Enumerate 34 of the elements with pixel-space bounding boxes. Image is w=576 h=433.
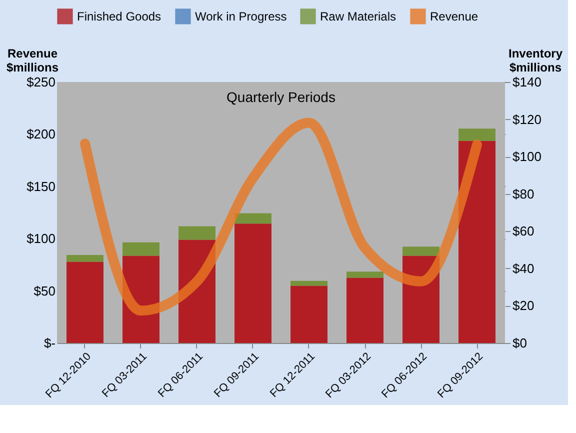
- y-tick-label: $250: [26, 74, 56, 90]
- y2-axis-title: Inventory $millions: [508, 46, 563, 74]
- y2-tick-label: $0: [512, 336, 527, 350]
- bar: [234, 213, 272, 224]
- bar: [178, 226, 216, 240]
- y2-tick-label: $60: [512, 224, 534, 239]
- bar: [458, 128, 496, 141]
- y-tick-label: $200: [26, 126, 56, 142]
- y2-tick-label: $20: [512, 298, 534, 314]
- bar: [346, 272, 384, 278]
- y2-tick-label: $140: [512, 74, 542, 90]
- y2-tick-label: $80: [512, 186, 534, 202]
- y-tick-label: $100: [26, 231, 56, 246]
- y-tick-label: $50: [34, 283, 56, 298]
- legend-label: Work in Progress: [195, 9, 287, 24]
- y-tick-label: $-: [44, 336, 56, 350]
- y2-tick-label: $120: [512, 112, 542, 127]
- bar: [402, 246, 440, 256]
- y2-tick-label: $100: [512, 149, 542, 164]
- y-axis-title: Revenue $millions: [6, 46, 59, 74]
- bar: [234, 224, 272, 343]
- y-tick-label: $150: [26, 178, 56, 194]
- bar: [290, 286, 328, 343]
- bar: [66, 262, 104, 343]
- legend-label: Raw Materials: [320, 9, 396, 24]
- legend-label: Revenue: [430, 9, 478, 24]
- legend-label: Finished Goods: [77, 9, 162, 24]
- bar: [346, 278, 384, 343]
- bar: [122, 242, 160, 256]
- text: Quarterly Periods: [226, 89, 336, 105]
- bar: [290, 280, 328, 286]
- bar: [458, 140, 496, 343]
- bar: [66, 255, 104, 262]
- y2-tick-label: $40: [512, 260, 534, 276]
